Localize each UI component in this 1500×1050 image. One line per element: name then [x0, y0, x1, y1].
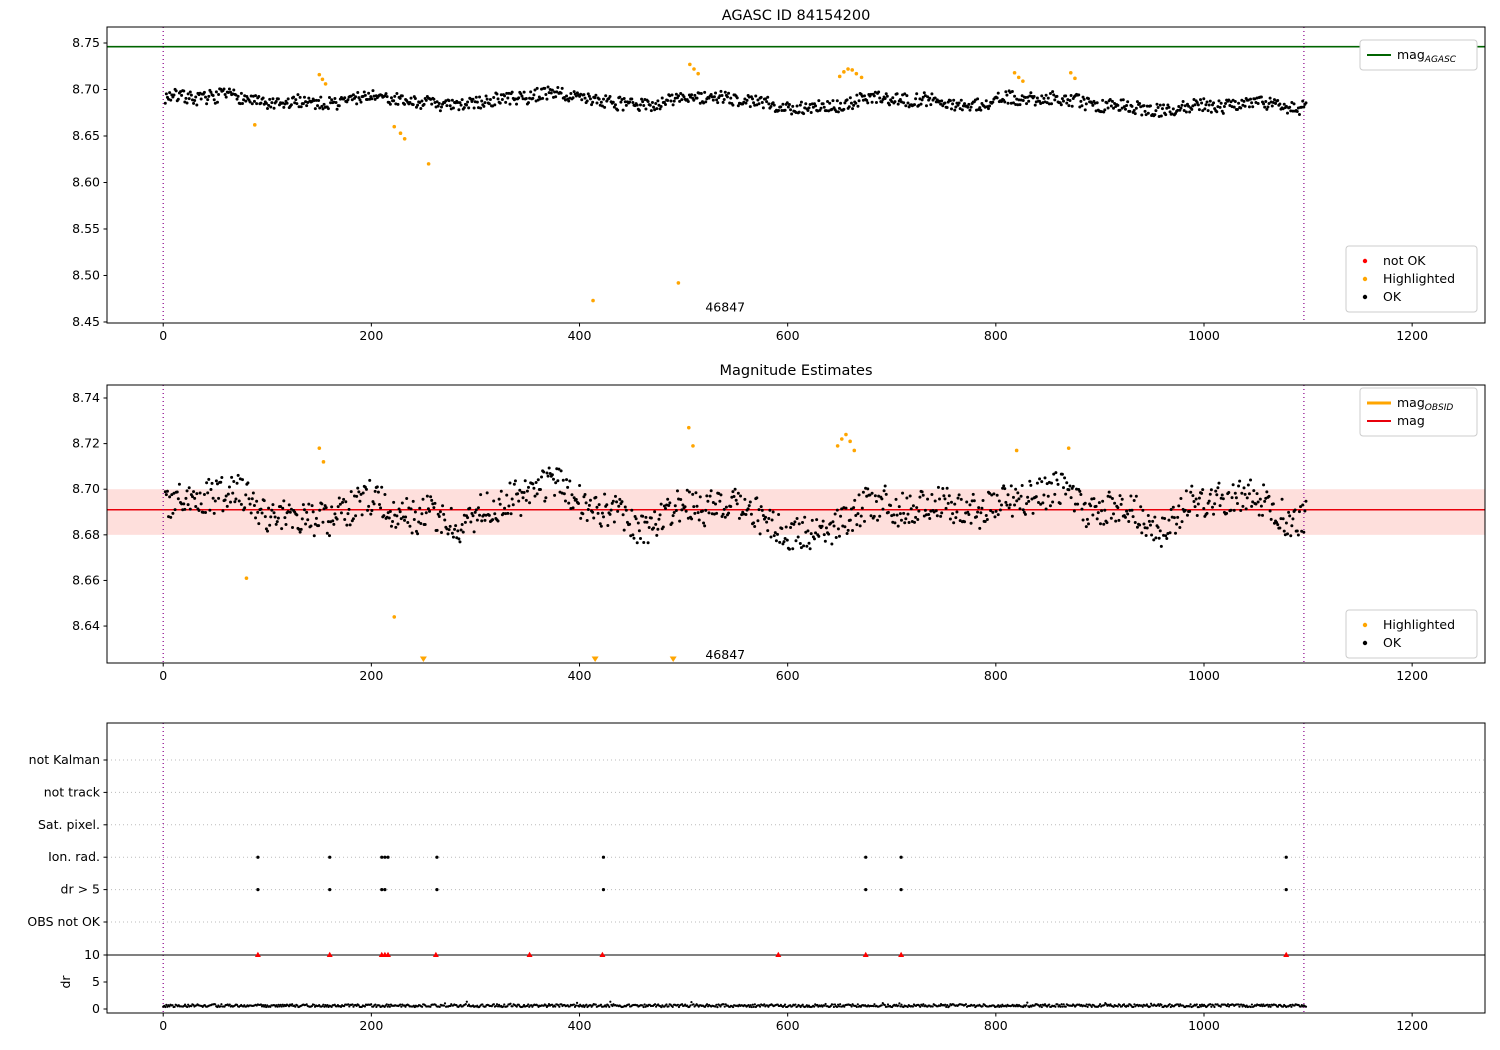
dr-clipped-markers	[254, 951, 1290, 957]
legend-item: OK	[1362, 289, 1402, 304]
flag-category-label: OBS not OK	[27, 914, 100, 929]
dr-tick-label: 5	[92, 974, 100, 989]
y-tick-label: 8.60	[72, 174, 100, 189]
flag-category-label: not Kalman	[29, 752, 100, 767]
legend: magAGASC	[1359, 39, 1478, 71]
flag-points	[256, 855, 1288, 892]
x-tick-label: 200	[359, 668, 383, 683]
legend-dot-marker	[1362, 276, 1368, 282]
obsid-annotation: 46847	[705, 300, 745, 315]
x-tick-label: 1200	[1396, 1018, 1428, 1033]
y-tick-label: 8.70	[72, 81, 100, 96]
axes-box	[106, 384, 1486, 664]
x-tick-label: 0	[159, 668, 167, 683]
highlighted-points	[244, 425, 1071, 619]
obsid-boundary-lines	[162, 723, 1305, 1013]
legend-label: OK	[1383, 635, 1402, 650]
legend-label: mag	[1397, 413, 1425, 428]
x-tick-label: 1000	[1188, 328, 1220, 343]
y-tick-label: 8.72	[72, 436, 100, 451]
legend-label: Highlighted	[1383, 617, 1455, 632]
y-tick-label: 8.55	[72, 221, 100, 236]
legend-item: OK	[1362, 635, 1402, 650]
y-tick-label: 8.75	[72, 35, 100, 50]
axes: 0 200 400 600 800 1000 1200 8.64 8.66 8.68 8.70 8.7…	[72, 384, 1486, 683]
axes-box	[106, 722, 1486, 1014]
legend-box	[1345, 245, 1478, 313]
highlighted-points	[252, 62, 1077, 303]
y-tick-label: 8.45	[72, 314, 100, 329]
x-tick-label: 600	[776, 668, 800, 683]
legend-dot-marker	[1362, 258, 1368, 264]
legend-dot-marker	[1362, 622, 1368, 628]
axes: 0 200 400 600 800 1000 1200 8.45 8.50 8.55 8.60 8.6…	[72, 26, 1486, 343]
x-tick-label: 200	[359, 328, 383, 343]
legend-box	[1359, 387, 1478, 437]
x-tick-label: 400	[568, 1018, 592, 1033]
y-tick-label: 8.50	[72, 267, 100, 282]
dr-tick-label: 0	[92, 1001, 100, 1016]
mag-uncertainty-band	[107, 489, 1485, 535]
flag-category-label: Ion. rad.	[48, 849, 100, 864]
x-tick-label: 800	[984, 328, 1008, 343]
flag-category-label: dr > 5	[61, 882, 100, 897]
x-tick-label: 600	[776, 1018, 800, 1033]
x-tick-label: 1200	[1396, 668, 1428, 683]
x-tick-label: 800	[984, 1018, 1008, 1033]
x-tick-label: 200	[359, 1018, 383, 1033]
legend-item: Highlighted	[1362, 617, 1455, 632]
x-tick-label: 400	[568, 668, 592, 683]
y-tick-label: 8.74	[72, 390, 100, 405]
x-tick-label: 600	[776, 328, 800, 343]
legend-dot-marker	[1362, 640, 1368, 646]
axes-box	[106, 26, 1486, 324]
flag-category-label: not track	[44, 784, 101, 799]
x-tick-label: 400	[568, 328, 592, 343]
y-tick-label: 8.65	[72, 128, 100, 143]
dr-tick-label: 10	[84, 947, 100, 962]
x-tick-label: 1200	[1396, 328, 1428, 343]
x-tick-label: 800	[984, 668, 1008, 683]
top-chart-title: AGASC ID 84154200	[721, 8, 871, 24]
flag-category-label: Sat. pixel.	[38, 817, 100, 832]
legend-item: mag	[1367, 413, 1425, 428]
legend-item: Highlighted	[1362, 271, 1455, 286]
legend-label: Highlighted	[1383, 271, 1455, 286]
y-tick-label: 8.66	[72, 572, 100, 587]
flag-gridlines: not Kalman not track Sat. pixel. Ion. rad. d…	[27, 752, 1485, 929]
x-tick-label: 1000	[1188, 668, 1220, 683]
obsid-annotation: 46847	[705, 647, 745, 662]
legend-label: OK	[1383, 289, 1402, 304]
x-tick-label: 1000	[1188, 1018, 1220, 1033]
y-tick-label: 8.64	[72, 618, 100, 633]
legend-item: not OK	[1362, 253, 1426, 268]
dr-axis-label: dr	[58, 975, 73, 989]
legend-dot-marker	[1362, 294, 1368, 300]
legend: not OK Highlighted OK	[1345, 245, 1478, 313]
x-tick-label: 0	[159, 328, 167, 343]
axes: 0 200 400 600 800 1000 1200	[106, 722, 1486, 1033]
dr-trace	[162, 1000, 1308, 1009]
legend-box	[1345, 609, 1478, 659]
ok-points	[163, 85, 1308, 118]
ok-points	[163, 466, 1308, 551]
y-tick-label: 8.70	[72, 481, 100, 496]
legend: Highlighted OK	[1345, 609, 1478, 659]
legend-box	[1359, 39, 1478, 71]
obsid-boundary-lines	[162, 27, 1305, 323]
x-tick-label: 0	[159, 1018, 167, 1033]
dr-ticks: 0 5 10	[84, 947, 107, 1016]
middle-chart-title: Magnitude Estimates	[719, 363, 873, 379]
y-tick-label: 8.68	[72, 527, 100, 542]
legend-label: not OK	[1383, 253, 1426, 268]
clipped-low-markers	[419, 656, 677, 662]
